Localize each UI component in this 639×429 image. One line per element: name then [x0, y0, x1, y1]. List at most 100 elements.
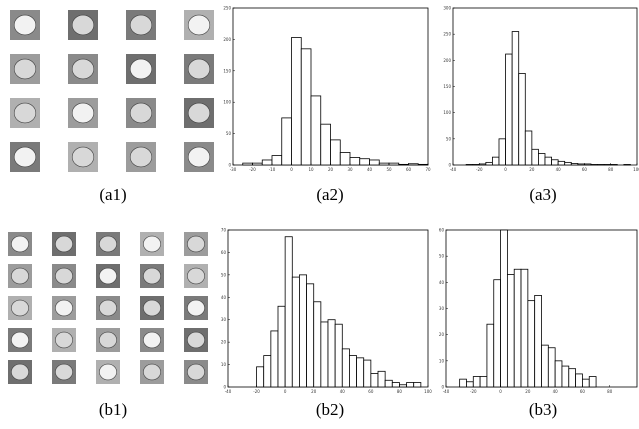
cell-blob [187, 299, 205, 317]
y-tick-label: 50 [439, 254, 445, 259]
cell-blob [129, 102, 153, 124]
bar [498, 138, 506, 166]
bar [465, 164, 474, 166]
bar [623, 164, 631, 166]
x-tick-label: 60 [582, 167, 588, 172]
cell-blob [13, 146, 37, 168]
cell-blob [55, 363, 73, 381]
bar [570, 163, 579, 166]
cell-blob [55, 299, 73, 317]
cell-blob [99, 235, 117, 253]
cell-blob [187, 235, 205, 253]
bar [582, 378, 590, 388]
y-tick-label: 50 [446, 136, 452, 141]
cell-blob [11, 267, 29, 285]
y-tick-label: 250 [443, 32, 451, 37]
bar [339, 152, 351, 166]
y-tick-label: 100 [443, 110, 451, 115]
cell-blob [13, 58, 37, 80]
bar [466, 381, 474, 388]
bar [341, 348, 350, 388]
cell-blob [11, 363, 29, 381]
bar [459, 378, 467, 388]
y-tick-label: 60 [221, 250, 227, 255]
y-tick-label: 50 [226, 131, 232, 136]
x-tick-label: 40 [553, 389, 559, 394]
y-tick-label: 250 [223, 6, 231, 11]
bar [531, 148, 539, 166]
bar [242, 162, 253, 166]
x-tick-label: 30 [347, 167, 353, 172]
bar [300, 48, 312, 166]
bar [320, 321, 329, 388]
bar [590, 164, 598, 166]
bar [384, 379, 393, 388]
cell-blob [55, 267, 73, 285]
bar [399, 384, 407, 388]
x-tick-label: -20 [249, 167, 256, 172]
bar [306, 283, 315, 388]
x-tick-label: 40 [556, 167, 562, 172]
bar [291, 276, 300, 388]
y-tick-label: 20 [221, 340, 227, 345]
bar [327, 319, 336, 388]
x-tick-label: 40 [367, 167, 373, 172]
cell-blob [129, 146, 153, 168]
cell-blob [143, 299, 161, 317]
x-tick-label: 20 [311, 389, 317, 394]
cell-blob [71, 14, 95, 36]
bar [349, 355, 357, 388]
cell-blob [71, 146, 95, 168]
bar [547, 347, 556, 388]
bar [520, 268, 529, 388]
x-tick-label: 50 [386, 167, 392, 172]
bar [299, 274, 307, 388]
bar [377, 370, 386, 388]
bar [417, 163, 429, 166]
x-tick-label: 20 [525, 389, 531, 394]
x-tick-label: 0 [290, 167, 293, 172]
bar [370, 373, 379, 388]
bar [391, 382, 400, 388]
x-tick-label: 60 [580, 389, 586, 394]
bar [388, 162, 400, 166]
bar [256, 366, 265, 388]
bar [334, 323, 343, 388]
axes-box [452, 7, 638, 166]
bar [356, 357, 365, 388]
x-tick-label: 80 [608, 167, 614, 172]
x-tick-label: -40 [450, 167, 457, 172]
bar [479, 376, 488, 388]
bar [472, 164, 480, 166]
x-tick-label: 0 [499, 389, 502, 394]
bar [406, 382, 415, 388]
y-tick-label: 0 [228, 163, 231, 168]
cell-blob [71, 102, 95, 124]
bar [551, 159, 559, 166]
y-tick-label: 30 [221, 317, 227, 322]
y-tick-label: 100 [223, 100, 231, 105]
y-tick-label: 0 [448, 163, 451, 168]
cell-blob [13, 14, 37, 36]
caption: (b3) [529, 400, 557, 419]
bar [270, 330, 279, 388]
bar [557, 160, 566, 166]
y-tick-label: 20 [439, 332, 445, 337]
bar [568, 368, 577, 388]
bar [291, 37, 302, 166]
bar [281, 117, 292, 166]
cell-blob [143, 235, 161, 253]
bar [252, 162, 263, 166]
x-tick-label: -40 [443, 389, 450, 394]
bar [575, 373, 583, 388]
bar [610, 164, 618, 166]
bar [603, 164, 612, 166]
y-tick-label: 150 [223, 68, 231, 73]
y-tick-label: 0 [223, 385, 226, 390]
y-tick-label: 50 [221, 272, 227, 277]
bar [524, 130, 533, 166]
caption: (a1) [99, 185, 126, 204]
y-tick-label: 200 [223, 37, 231, 42]
bar [485, 161, 493, 166]
